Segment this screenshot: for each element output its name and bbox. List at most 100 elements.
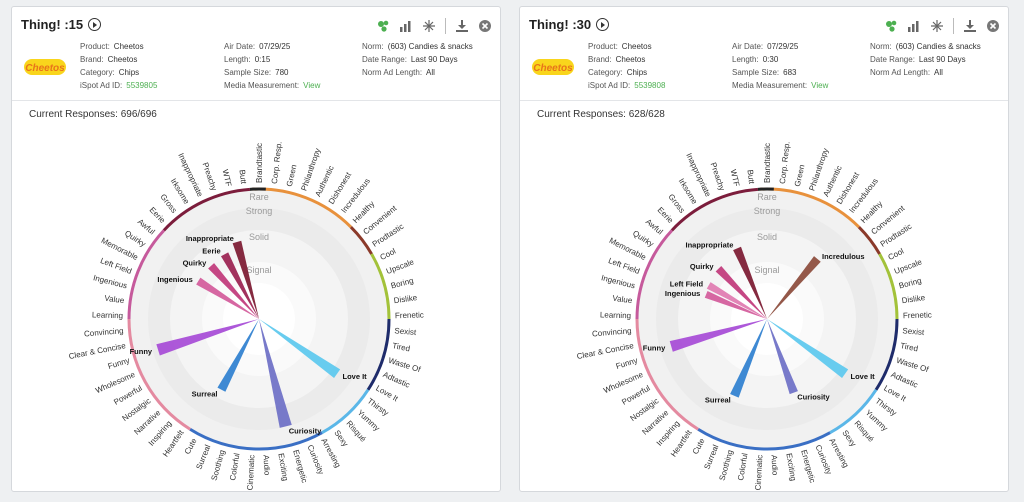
spoke-label: Curiosity [814,443,834,475]
response-spike[interactable] [217,319,259,392]
category-ring-arc [697,427,831,451]
spoke-label: Eerie [148,205,168,225]
bar-chart-icon[interactable] [907,19,921,33]
download-icon[interactable] [963,19,977,33]
spoke-label: Sexist [902,326,925,337]
spoke-label: Exciting [784,452,797,481]
spoke-label: Value [104,294,125,306]
spoke-label: Frenetic [903,310,932,320]
spoke-label: Energetic [799,449,817,484]
spoke-label: Colorful [736,452,749,481]
category-ring-arc [349,226,373,255]
play-icon[interactable] [596,18,610,31]
response-spike[interactable] [706,282,767,319]
spoke-label: Audio [261,455,271,476]
ad-card-2: Thing! :30 Cheetos Product: Cheetos Brand… [519,6,1009,492]
close-icon[interactable] [986,19,1000,33]
bar-chart-icon[interactable] [399,19,413,33]
response-spike[interactable] [704,291,767,319]
category-ring-arc [635,229,674,320]
response-spike[interactable] [196,277,259,319]
card-toolbar [875,18,1000,34]
spoke-label: Quirky [631,229,655,249]
spoke-label: Learning [92,310,123,320]
spike-label: Funny [130,347,153,356]
spoke-label: Cool [887,246,906,262]
spoke-label: Awful [136,217,157,236]
toolbar-divider [445,18,446,34]
spike-label: Inappropriate [186,234,234,243]
zone-label: Rare [249,192,269,202]
media-view-link[interactable]: View [811,81,829,90]
spike-label: Inappropriate [685,241,733,250]
close-icon[interactable] [478,19,492,33]
radial-icon[interactable] [930,19,944,33]
response-spike[interactable] [259,319,292,428]
emotion-icon[interactable] [376,19,390,33]
ispot-id-link[interactable]: 5539805 [126,81,158,90]
spike-label: Surreal [192,389,218,398]
spoke-label: Left Field [99,256,133,276]
svg-text:Cheetos: Cheetos [25,63,65,74]
current-responses: Current Responses: 696/696 [29,109,157,120]
zone-label: Strong [754,206,781,216]
spike-label: Love It [851,372,876,381]
spoke-label: Butt [238,169,249,185]
current-responses: Current Responses: 628/628 [537,109,665,120]
radial-chart: Rare Strong Solid Signal Brandtastic Corp. Re… [68,141,424,490]
spoke-label: Sexist [394,326,417,337]
svg-text:Cheetos: Cheetos [533,63,573,74]
spoke-label: Brandtastic [255,143,264,183]
spoke-label: Waste Of [895,356,930,375]
cheetos-logo: Cheetos [24,59,66,75]
response-spike[interactable] [767,319,798,395]
category-ring-arc [874,318,899,391]
spoke-label: Audio [769,455,779,476]
response-spike[interactable] [208,263,259,319]
zone-label: Rare [757,192,777,202]
ad-title: Thing! :15 [21,17,102,32]
spoke-label: Cinematic [246,455,257,490]
zone-label: Solid [249,232,269,242]
response-spike[interactable] [767,256,821,319]
spoke-label: Exciting [276,452,289,481]
category-ring-arc [829,388,878,435]
ad-meta-column: Air Date: 07/29/25 Length: 0:30 Sample Siz… [732,42,829,90]
response-spike[interactable] [669,319,767,352]
response-spike[interactable] [733,246,767,319]
spike-label: Quirky [690,262,715,271]
spike-label: Left Field [670,279,704,288]
response-spike[interactable] [767,319,849,379]
spoke-label: Cute [183,436,199,456]
response-spike[interactable] [156,319,259,356]
toolbar-divider [953,18,954,34]
response-spike[interactable] [232,240,259,319]
ispot-id-link[interactable]: 5539808 [634,81,666,90]
response-spike[interactable] [715,266,767,319]
spoke-label: Ingenious [600,273,636,290]
ad-meta-column: Norm: (603) Candies & snacks Date Range: L… [362,42,473,77]
cheetos-logo: Cheetos [532,59,574,75]
download-icon[interactable] [455,19,469,33]
response-spike[interactable] [220,252,259,319]
play-icon[interactable] [88,18,102,31]
emotion-icon[interactable] [884,19,898,33]
spoke-label: Colorful [228,452,241,481]
spoke-label: Awful [644,217,665,236]
spike-label: Ingenious [157,275,192,284]
response-spike[interactable] [259,319,341,379]
spoke-label: Dislike [393,293,418,305]
spoke-label: Convincing [84,326,124,338]
category-ring-arc [189,427,323,451]
spoke-label: Dislike [901,293,926,305]
spike-label: Quirky [183,259,208,268]
category-ring-arc [127,318,191,431]
category-ring-arc [321,388,370,435]
spoke-label: Corp. Resp. [270,141,284,184]
radial-icon[interactable] [422,19,436,33]
spike-label: Incredulous [822,252,865,261]
spoke-label: WTF [729,169,742,188]
response-spike[interactable] [730,319,767,398]
media-view-link[interactable]: View [303,81,321,90]
spoke-label: WTF [221,169,234,188]
